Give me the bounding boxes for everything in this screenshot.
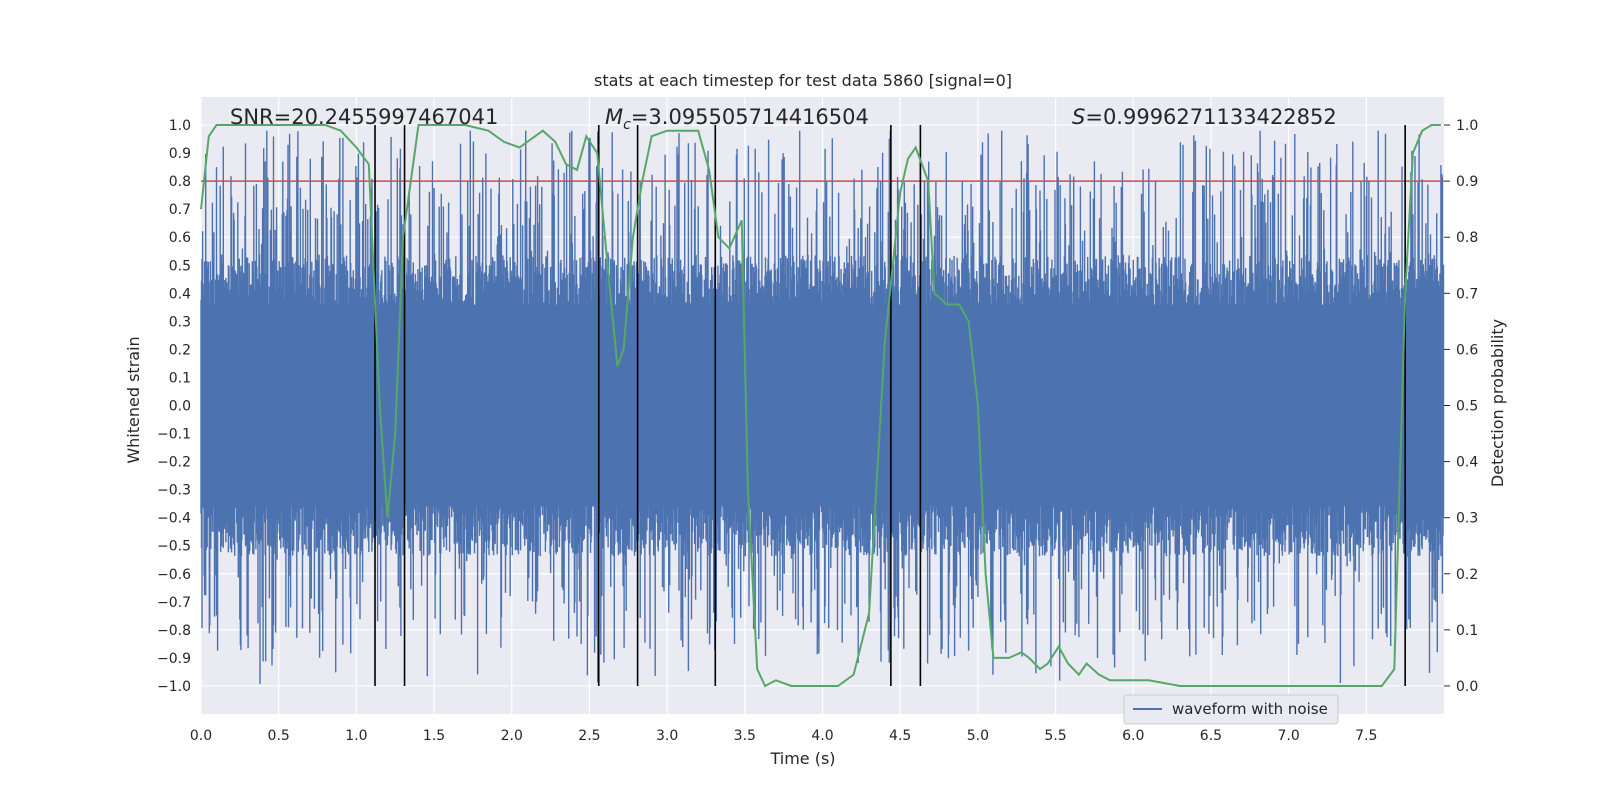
- x-tick-label: 5.0: [967, 728, 989, 744]
- legend: waveform with noise: [1123, 694, 1339, 725]
- chart-title: stats at each timestep for test data 586…: [594, 71, 1012, 90]
- left-y-tick-label: 0.8: [169, 174, 191, 190]
- left-y-tick-label: 0.0: [169, 399, 191, 415]
- x-tick-label: 7.5: [1355, 728, 1377, 744]
- legend-entry-waveform: waveform with noise: [1172, 700, 1328, 718]
- x-tick-label: 2.5: [578, 728, 600, 744]
- left-y-tick-label: −0.5: [157, 539, 191, 555]
- right-y-tick-label: 0.2: [1456, 567, 1478, 583]
- x-tick-label: 0.0: [190, 728, 212, 744]
- x-tick-label: 7.0: [1277, 728, 1299, 744]
- x-axis-ticks: 0.0 0.5 1.0 1.5 2.0 2.5 3.0 3.5 4.0 4.5 5.0 5.5 6.0 6…: [190, 728, 1378, 744]
- left-y-tick-label: 0.1: [169, 370, 191, 386]
- left-y-tick-label: −0.8: [157, 623, 191, 639]
- waveform-series: [200, 130, 1445, 684]
- left-y-tick-label: −0.3: [157, 483, 191, 499]
- right-y-tick-label: 0.0: [1456, 679, 1478, 695]
- left-y-tick-label: −0.9: [157, 651, 191, 667]
- waveform-core-band: [201, 304, 1444, 507]
- left-y-tick-label: −0.4: [157, 511, 191, 527]
- right-y-tick-label: 0.4: [1456, 455, 1478, 471]
- left-y-tick-label: 0.4: [169, 286, 191, 302]
- left-y-axis-ticks: 1.0 0.9 0.8 0.7 0.6 0.5 0.4 0.3 0.2 0.1 0.0 −0.1 −0.…: [157, 118, 191, 695]
- chirp-mass-annotation: Mc=3.095505714416504: [605, 105, 869, 133]
- left-y-tick-label: −0.2: [157, 455, 191, 471]
- left-y-tick-label: 0.9: [169, 146, 191, 162]
- left-y-tick-label: 1.0: [169, 118, 191, 134]
- left-y-tick-label: −1.0: [157, 679, 191, 695]
- vertical-markers: [374, 125, 1406, 686]
- probability-series: [200, 124, 1441, 688]
- left-y-tick-label: −0.6: [157, 567, 191, 583]
- right-y-tick-label: 0.1: [1456, 623, 1478, 639]
- x-tick-label: 5.5: [1044, 728, 1066, 744]
- right-y-axis-label: Detection probability: [1488, 319, 1507, 487]
- right-y-axis-ticks: 1.0 0.9 0.8 0.7 0.6 0.5 0.4 0.3 0.2 0.1 0.0: [1444, 118, 1478, 695]
- x-tick-label: 4.5: [889, 728, 911, 744]
- x-tick-label: 0.5: [268, 728, 290, 744]
- x-tick-label: 2.0: [501, 728, 523, 744]
- left-y-tick-label: −0.1: [157, 427, 191, 443]
- x-tick-label: 6.5: [1200, 728, 1222, 744]
- probability-line: [200, 124, 1441, 688]
- x-tick-label: 1.5: [423, 728, 445, 744]
- x-tick-label: 3.5: [734, 728, 756, 744]
- left-y-tick-label: 0.3: [169, 314, 191, 330]
- x-tick-label: 1.0: [345, 728, 367, 744]
- right-y-tick-label: 0.7: [1456, 286, 1478, 302]
- right-y-tick-label: 1.0: [1456, 118, 1478, 134]
- x-axis-label: Time (s): [769, 749, 835, 768]
- left-y-tick-label: −0.7: [157, 595, 191, 611]
- snr-annotation: SNR=20.2455997467041: [230, 105, 498, 129]
- x-tick-label: 3.0: [656, 728, 678, 744]
- x-tick-label: 6.0: [1122, 728, 1144, 744]
- left-y-tick-label: 0.6: [169, 230, 191, 246]
- detection-statistic-annotation: S=0.9996271133422852: [1072, 105, 1337, 129]
- left-y-tick-label: 0.5: [169, 258, 191, 274]
- left-y-tick-label: 0.7: [169, 202, 191, 218]
- right-y-tick-label: 0.9: [1456, 174, 1478, 190]
- right-y-tick-label: 0.8: [1456, 230, 1478, 246]
- left-y-tick-label: 0.2: [169, 342, 191, 358]
- right-y-tick-label: 0.5: [1456, 399, 1478, 415]
- legend-box: [1123, 694, 1339, 725]
- right-y-tick-label: 0.6: [1456, 342, 1478, 358]
- x-tick-label: 4.0: [811, 728, 833, 744]
- left-y-axis-label: Whitened strain: [124, 336, 143, 463]
- right-y-tick-label: 0.3: [1456, 511, 1478, 527]
